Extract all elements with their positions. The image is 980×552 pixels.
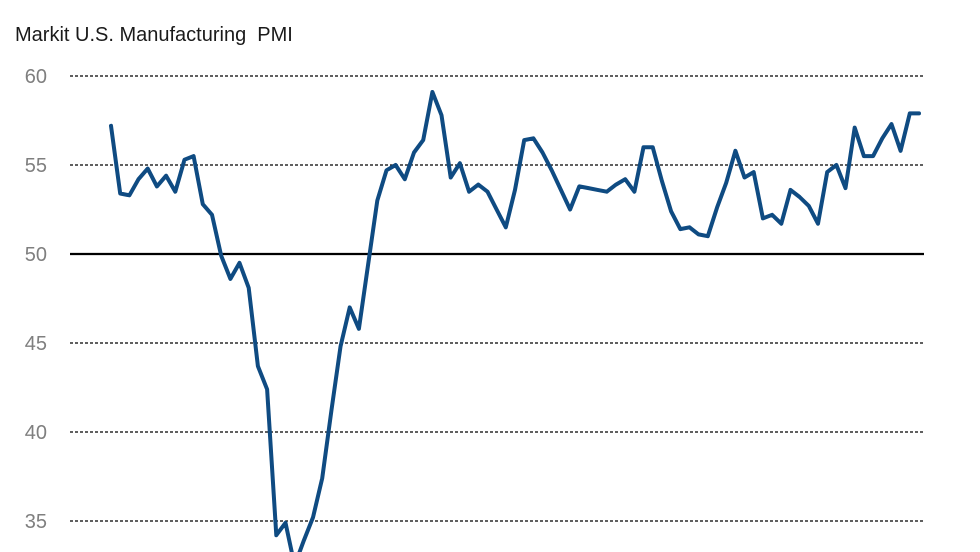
y-tick-label-60: 60 [25,66,47,88]
series-group [109,90,921,552]
gridlines [70,75,924,522]
y-tick-label-50: 50 [25,244,47,266]
y-tick-label-40: 40 [25,422,47,444]
chart-title: Markit U.S. Manufacturing PMI [15,24,293,46]
y-axis-tick-labels: 35 40 45 50 55 60 [25,66,47,533]
y-tick-label-45: 45 [25,333,47,355]
series-line-0 [109,90,921,552]
y-tick-label-55: 55 [25,155,47,177]
y-tick-label-35: 35 [25,511,47,533]
